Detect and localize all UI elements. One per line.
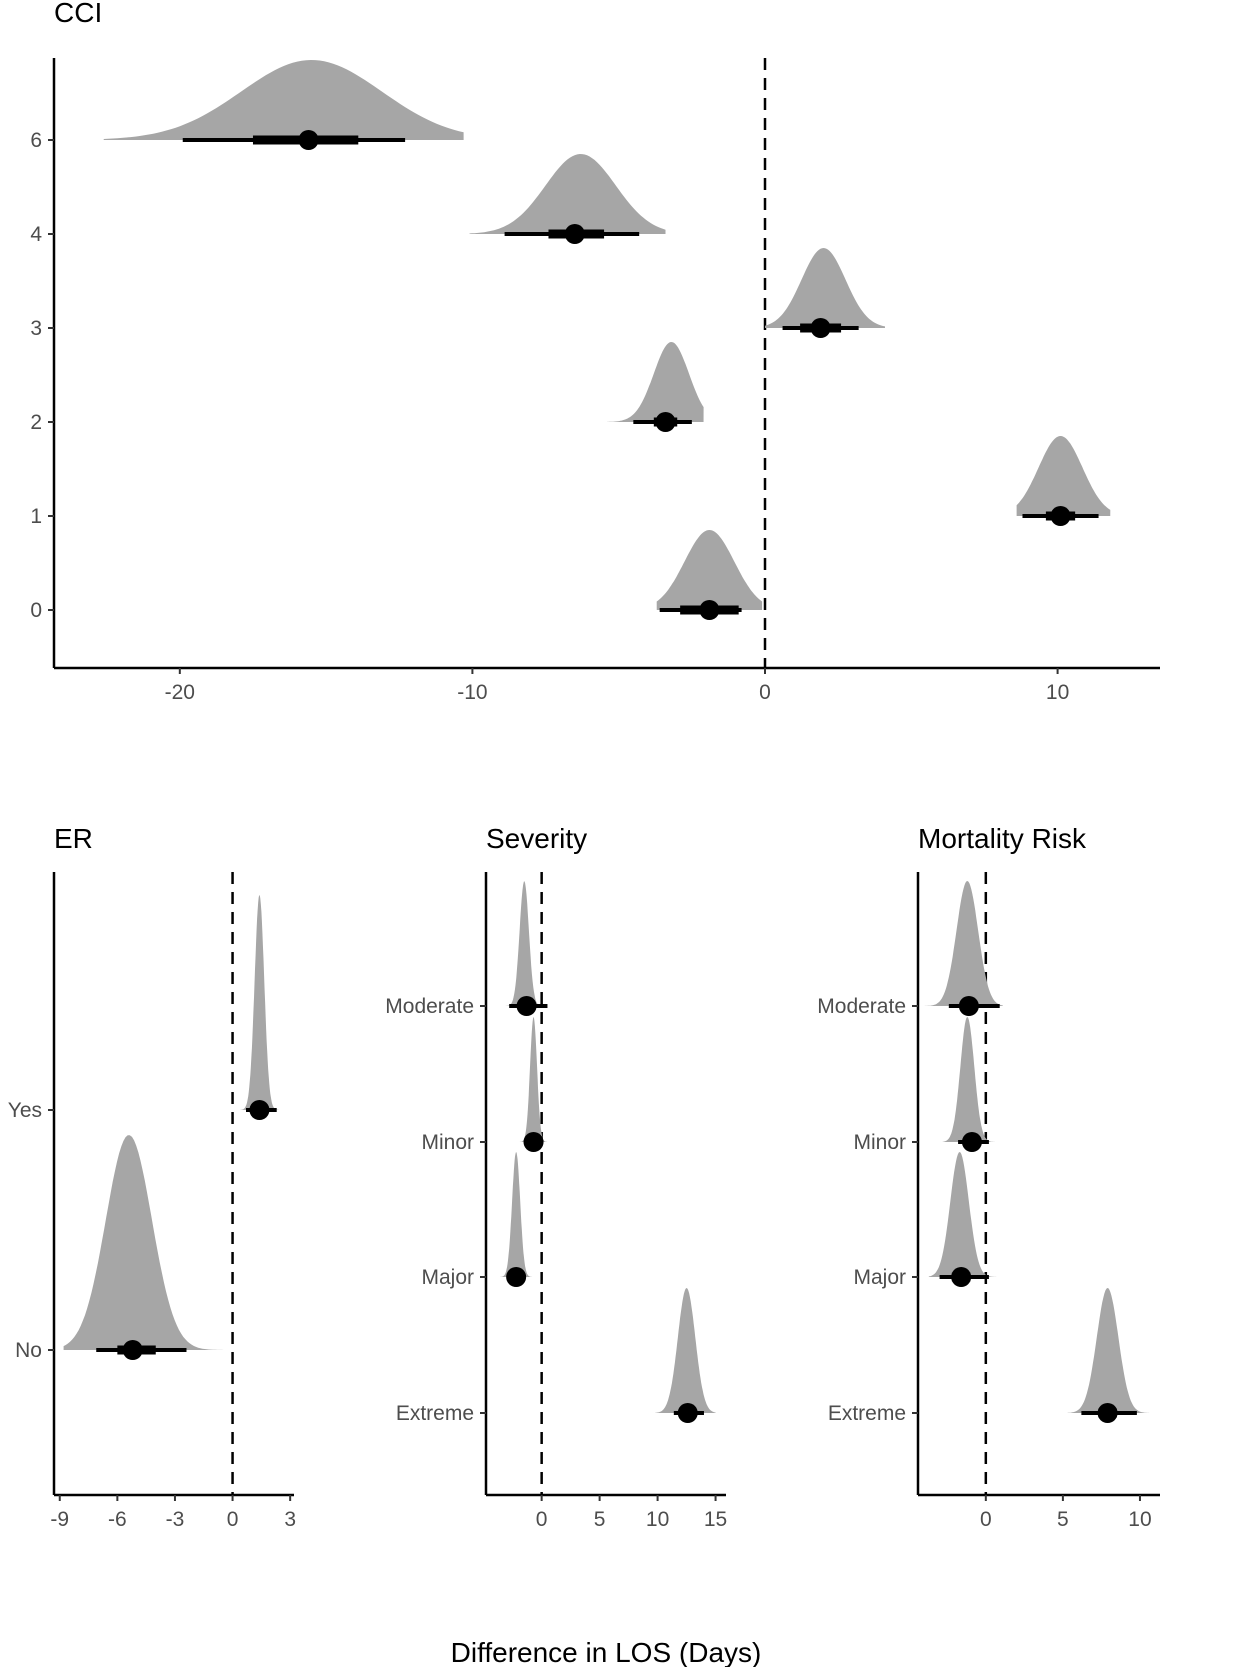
median-point [961,1132,982,1152]
median-point [810,318,831,338]
median-point [951,1267,972,1287]
median-point [122,1340,143,1360]
halfeye-er-no [63,1135,235,1360]
halfeye-severity-minor [517,1017,549,1152]
panel-severity: Extreme Major Minor Moderate 0 5 10 15 [385,872,727,1531]
y-tick-label: Moderate [385,995,474,1018]
density-slab [240,895,283,1110]
median-point [677,1403,698,1423]
density-slab [607,342,704,422]
y-tick-label: 6 [30,129,42,152]
density-slab [765,248,885,328]
x-tick-label: 15 [704,1508,727,1531]
density-slab [469,154,666,234]
x-tick-label: -3 [166,1508,185,1531]
median-point [564,224,585,244]
median-point [298,130,319,150]
density-slab [656,530,763,610]
y-tick-label: Minor [853,1131,906,1154]
x-tick-label: 10 [1046,681,1069,704]
median-point [516,996,537,1016]
density-slab [517,1017,549,1142]
y-tick-label: No [15,1339,42,1362]
y-tick-label: Minor [421,1131,474,1154]
halfeye-cci-3 [765,248,885,338]
density-slab [655,1288,716,1413]
halfeye-cci-0 [656,530,763,620]
x-tick-label: 0 [536,1508,548,1531]
halfeye-cci-6 [103,60,464,150]
y-tick-label: 1 [30,505,42,528]
panel-title-cci: CCI [54,0,102,28]
panel-mortality-risk: Extreme Major Minor Moderate 0 5 10 [817,872,1160,1531]
halfeye-severity-major [499,1152,534,1287]
halfeye-severity-moderate [499,881,555,1016]
panel-er: No Yes -9 -6 -3 0 3 [8,872,296,1531]
y-tick-label: Major [853,1266,906,1289]
halfeye-mortality-risk-major [928,1152,1002,1287]
halfeye-mortality-risk-extreme [1067,1288,1150,1423]
density-slab [63,1135,235,1350]
median-point [249,1100,270,1120]
median-point [1050,506,1071,526]
x-tick-label: 0 [980,1508,992,1531]
median-point [523,1132,544,1152]
density-slab [1016,436,1111,516]
halfeye-er-yes [240,895,283,1120]
halfeye-cci-1 [1016,436,1111,526]
x-tick-label: 5 [1057,1508,1069,1531]
x-tick-label: -10 [457,681,487,704]
y-tick-label: Yes [8,1099,42,1122]
x-tick-label: 10 [646,1508,669,1531]
panel-title-er: ER [54,823,93,854]
x-axis-title: Difference in LOS (Days) [451,1637,762,1667]
y-tick-label: 4 [30,223,42,246]
x-tick-label: 0 [759,681,771,704]
x-tick-label: 3 [284,1508,296,1531]
y-tick-label: 2 [30,411,42,434]
x-tick-label: -9 [50,1508,69,1531]
median-point [655,412,676,432]
halfeye-severity-extreme [655,1288,716,1423]
x-tick-label: -20 [165,681,195,704]
density-slab [499,881,555,1006]
panel-title-mortality-risk: Mortality Risk [918,823,1087,854]
y-tick-label: 0 [30,599,42,622]
y-tick-label: Major [421,1266,474,1289]
x-tick-label: 5 [594,1508,606,1531]
halfeye-mortality-risk-moderate [924,881,1003,1016]
y-tick-label: 3 [30,317,42,340]
density-slab [499,1152,534,1277]
density-slab [924,881,1003,1006]
y-tick-label: Extreme [396,1402,474,1425]
density-slab [1067,1288,1150,1413]
halfeye-mortality-risk-minor [942,1017,996,1152]
y-tick-label: Moderate [817,995,906,1018]
median-point [1097,1403,1118,1423]
x-tick-label: 0 [227,1508,239,1531]
median-point [958,996,979,1016]
density-slab [103,60,464,140]
halfeye-cci-4 [469,154,666,244]
y-tick-label: Extreme [828,1402,906,1425]
x-tick-label: -6 [108,1508,127,1531]
halfeye-cci-2 [607,342,704,432]
median-point [506,1267,527,1287]
density-slab [928,1152,1002,1277]
median-point [699,600,720,620]
panel-title-severity: Severity [486,823,587,854]
density-slab [942,1017,996,1142]
x-tick-label: 10 [1128,1508,1151,1531]
panel-cci: 0 1 2 3 4 6 -20 -10 0 10 [30,58,1160,704]
